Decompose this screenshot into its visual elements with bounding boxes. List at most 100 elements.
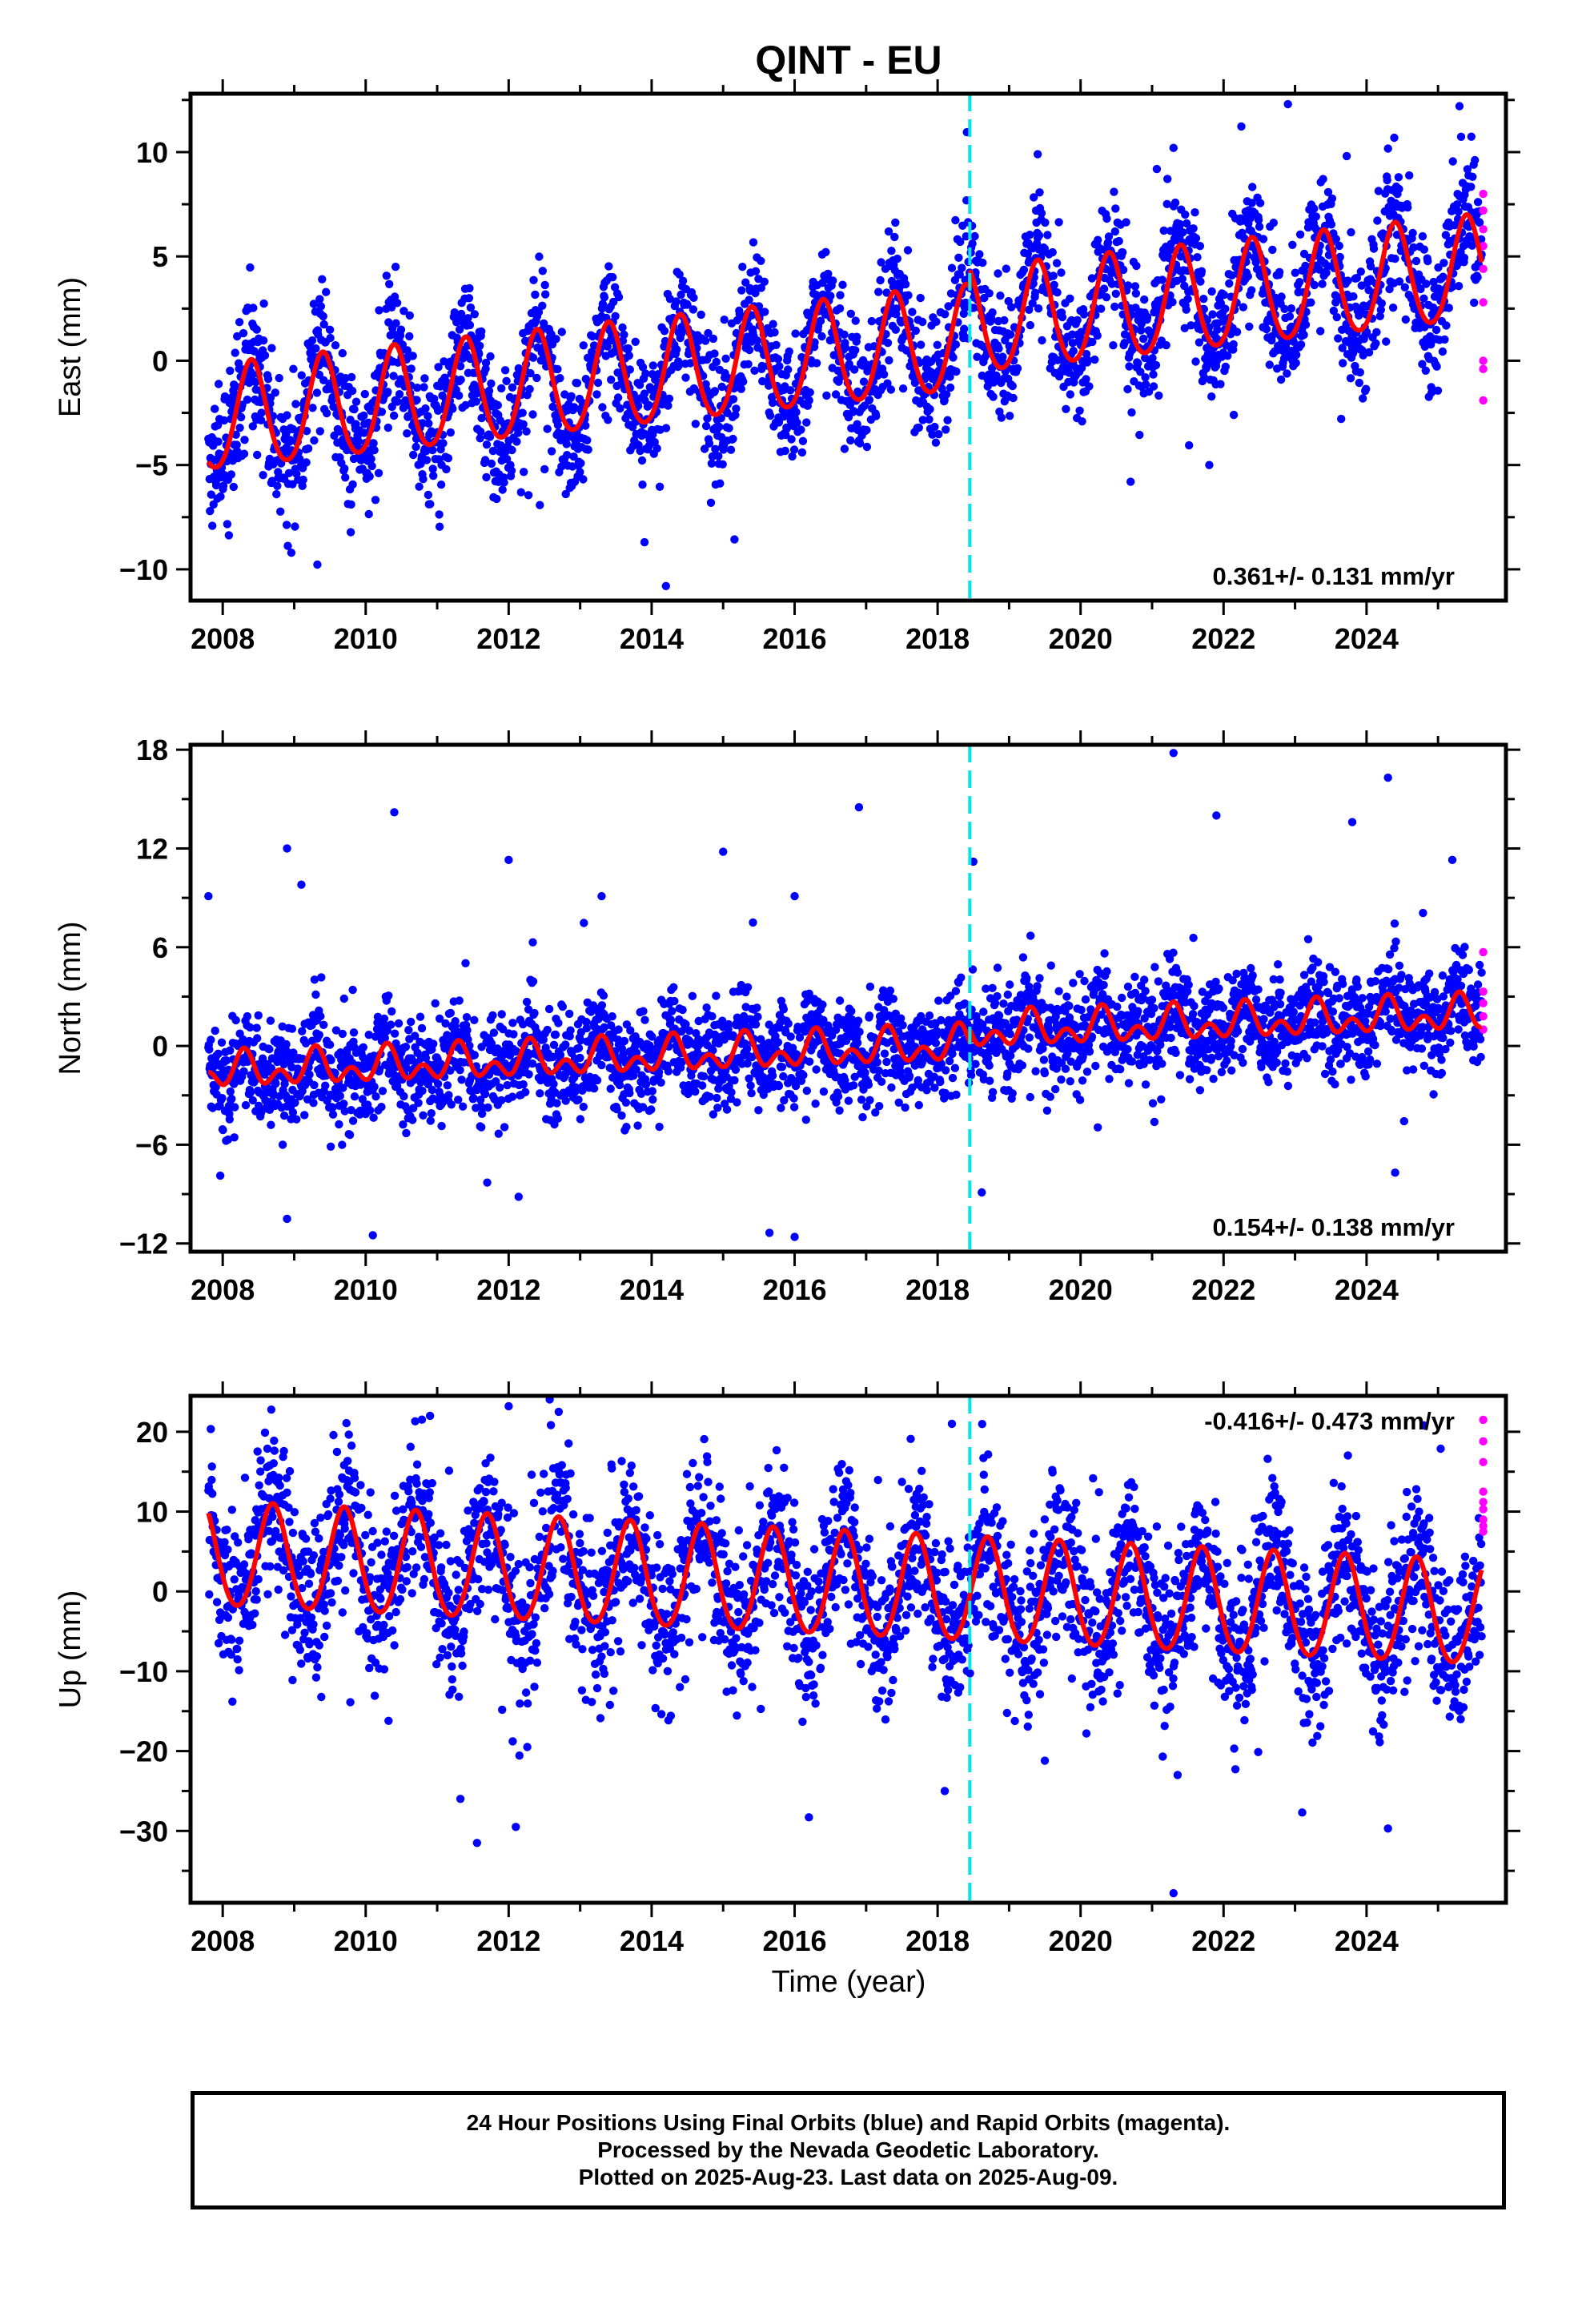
east-data-point: [476, 427, 485, 436]
east-data-point: [231, 348, 239, 357]
east-data-point: [1149, 370, 1158, 379]
east-data-point: [818, 279, 827, 287]
east-data-point: [1104, 232, 1114, 241]
north-data-point: [599, 991, 608, 1000]
east-data-point: [1352, 273, 1362, 283]
east-data-point: [593, 378, 603, 388]
east-data-point: [1373, 216, 1382, 225]
east-data-point: [1225, 279, 1234, 288]
east-data-point: [283, 411, 291, 420]
north-data-point: [371, 1092, 380, 1101]
north-data-point: [865, 1096, 874, 1105]
north-data-point: [205, 1045, 214, 1054]
north-data-point: [914, 1100, 924, 1110]
east-data-point: [934, 430, 943, 439]
north-data-point: [226, 1087, 235, 1096]
east-data-point: [611, 312, 620, 320]
east-data-point: [840, 330, 849, 339]
east-data-point: [782, 424, 791, 433]
east-data-point: [487, 379, 496, 388]
north-data-point: [873, 1058, 881, 1067]
east-data-point: [1362, 328, 1371, 336]
east-data-point: [675, 270, 684, 279]
east-data-point: [911, 326, 921, 336]
east-data-point: [418, 419, 428, 428]
east-data-point: [788, 452, 797, 461]
east-data-point: [1087, 274, 1097, 283]
east-data-point: [1376, 305, 1386, 315]
east-data-point: [686, 359, 695, 368]
east-data-point: [707, 459, 717, 468]
north-data-point: [311, 990, 320, 999]
east-data-point: [395, 390, 404, 399]
east-data-point: [1135, 430, 1144, 440]
north-data-point: [461, 959, 470, 968]
east-data-point: [389, 372, 398, 380]
north-data-point: [377, 1103, 386, 1112]
north-data-point: [431, 999, 440, 1008]
east-data-point: [738, 263, 747, 271]
east-data-point: [284, 468, 294, 477]
east-data-point: [493, 400, 502, 410]
east-data-point: [765, 411, 775, 420]
east-data-point: [230, 380, 239, 389]
north-data-point: [948, 1049, 957, 1059]
north-data-point: [713, 1093, 721, 1103]
east-data-point: [1099, 284, 1109, 293]
east-data-point: [620, 330, 628, 340]
east-data-point: [484, 386, 494, 396]
east-data-point: [970, 231, 979, 241]
east-data-point: [604, 416, 612, 424]
east-data-point: [683, 300, 692, 309]
east-y-tick-label: −5: [135, 449, 168, 482]
east-data-point: [1310, 204, 1319, 213]
north-data-point: [429, 1039, 438, 1048]
east-data-point: [908, 308, 917, 316]
east-data-point: [520, 468, 528, 476]
north-data-point: [961, 999, 970, 1008]
east-rapid-point: [1479, 298, 1488, 307]
east-data-point: [805, 388, 814, 397]
east-data-point: [1255, 199, 1265, 207]
east-data-point: [287, 549, 296, 557]
east-data-point: [600, 293, 609, 302]
north-data-point: [849, 1081, 858, 1090]
east-data-point: [1195, 338, 1204, 347]
east-data-point: [768, 398, 777, 408]
east-data-point: [1191, 234, 1201, 243]
east-data-point: [526, 368, 535, 378]
east-data-point: [1229, 410, 1239, 420]
east-data-point: [1034, 304, 1043, 313]
east-data-point: [273, 481, 282, 490]
east-data-point: [338, 348, 347, 358]
north-data-point: [688, 991, 697, 1001]
north-data-point: [253, 1034, 262, 1043]
east-data-point: [476, 434, 484, 443]
north-data-point: [835, 1106, 844, 1115]
east-data-point: [757, 256, 765, 265]
east-data-point: [901, 279, 910, 289]
east-data-point: [256, 416, 266, 424]
east-data-point: [631, 337, 640, 346]
east-data-point: [665, 394, 674, 403]
east-data-point: [1348, 349, 1358, 358]
east-data-point: [569, 403, 579, 412]
east-data-point: [553, 364, 562, 374]
north-data-point: [226, 1046, 235, 1055]
east-data-point: [1094, 235, 1102, 244]
east-data-point: [1196, 277, 1205, 286]
east-data-point: [1382, 337, 1391, 346]
east-rapid-point: [1479, 264, 1488, 274]
north-data-point: [799, 1071, 808, 1080]
north-data-point: [936, 1077, 945, 1087]
north-data-point: [305, 1070, 314, 1080]
east-data-point: [377, 408, 387, 416]
east-data-point: [1432, 362, 1441, 371]
east-data-point: [428, 445, 437, 455]
east-data-point: [1025, 305, 1034, 314]
east-data-point: [485, 432, 495, 441]
east-data-point: [641, 369, 650, 378]
north-data-point: [668, 1007, 677, 1015]
east-data-point: [677, 329, 686, 338]
north-data-point: [857, 1096, 866, 1104]
